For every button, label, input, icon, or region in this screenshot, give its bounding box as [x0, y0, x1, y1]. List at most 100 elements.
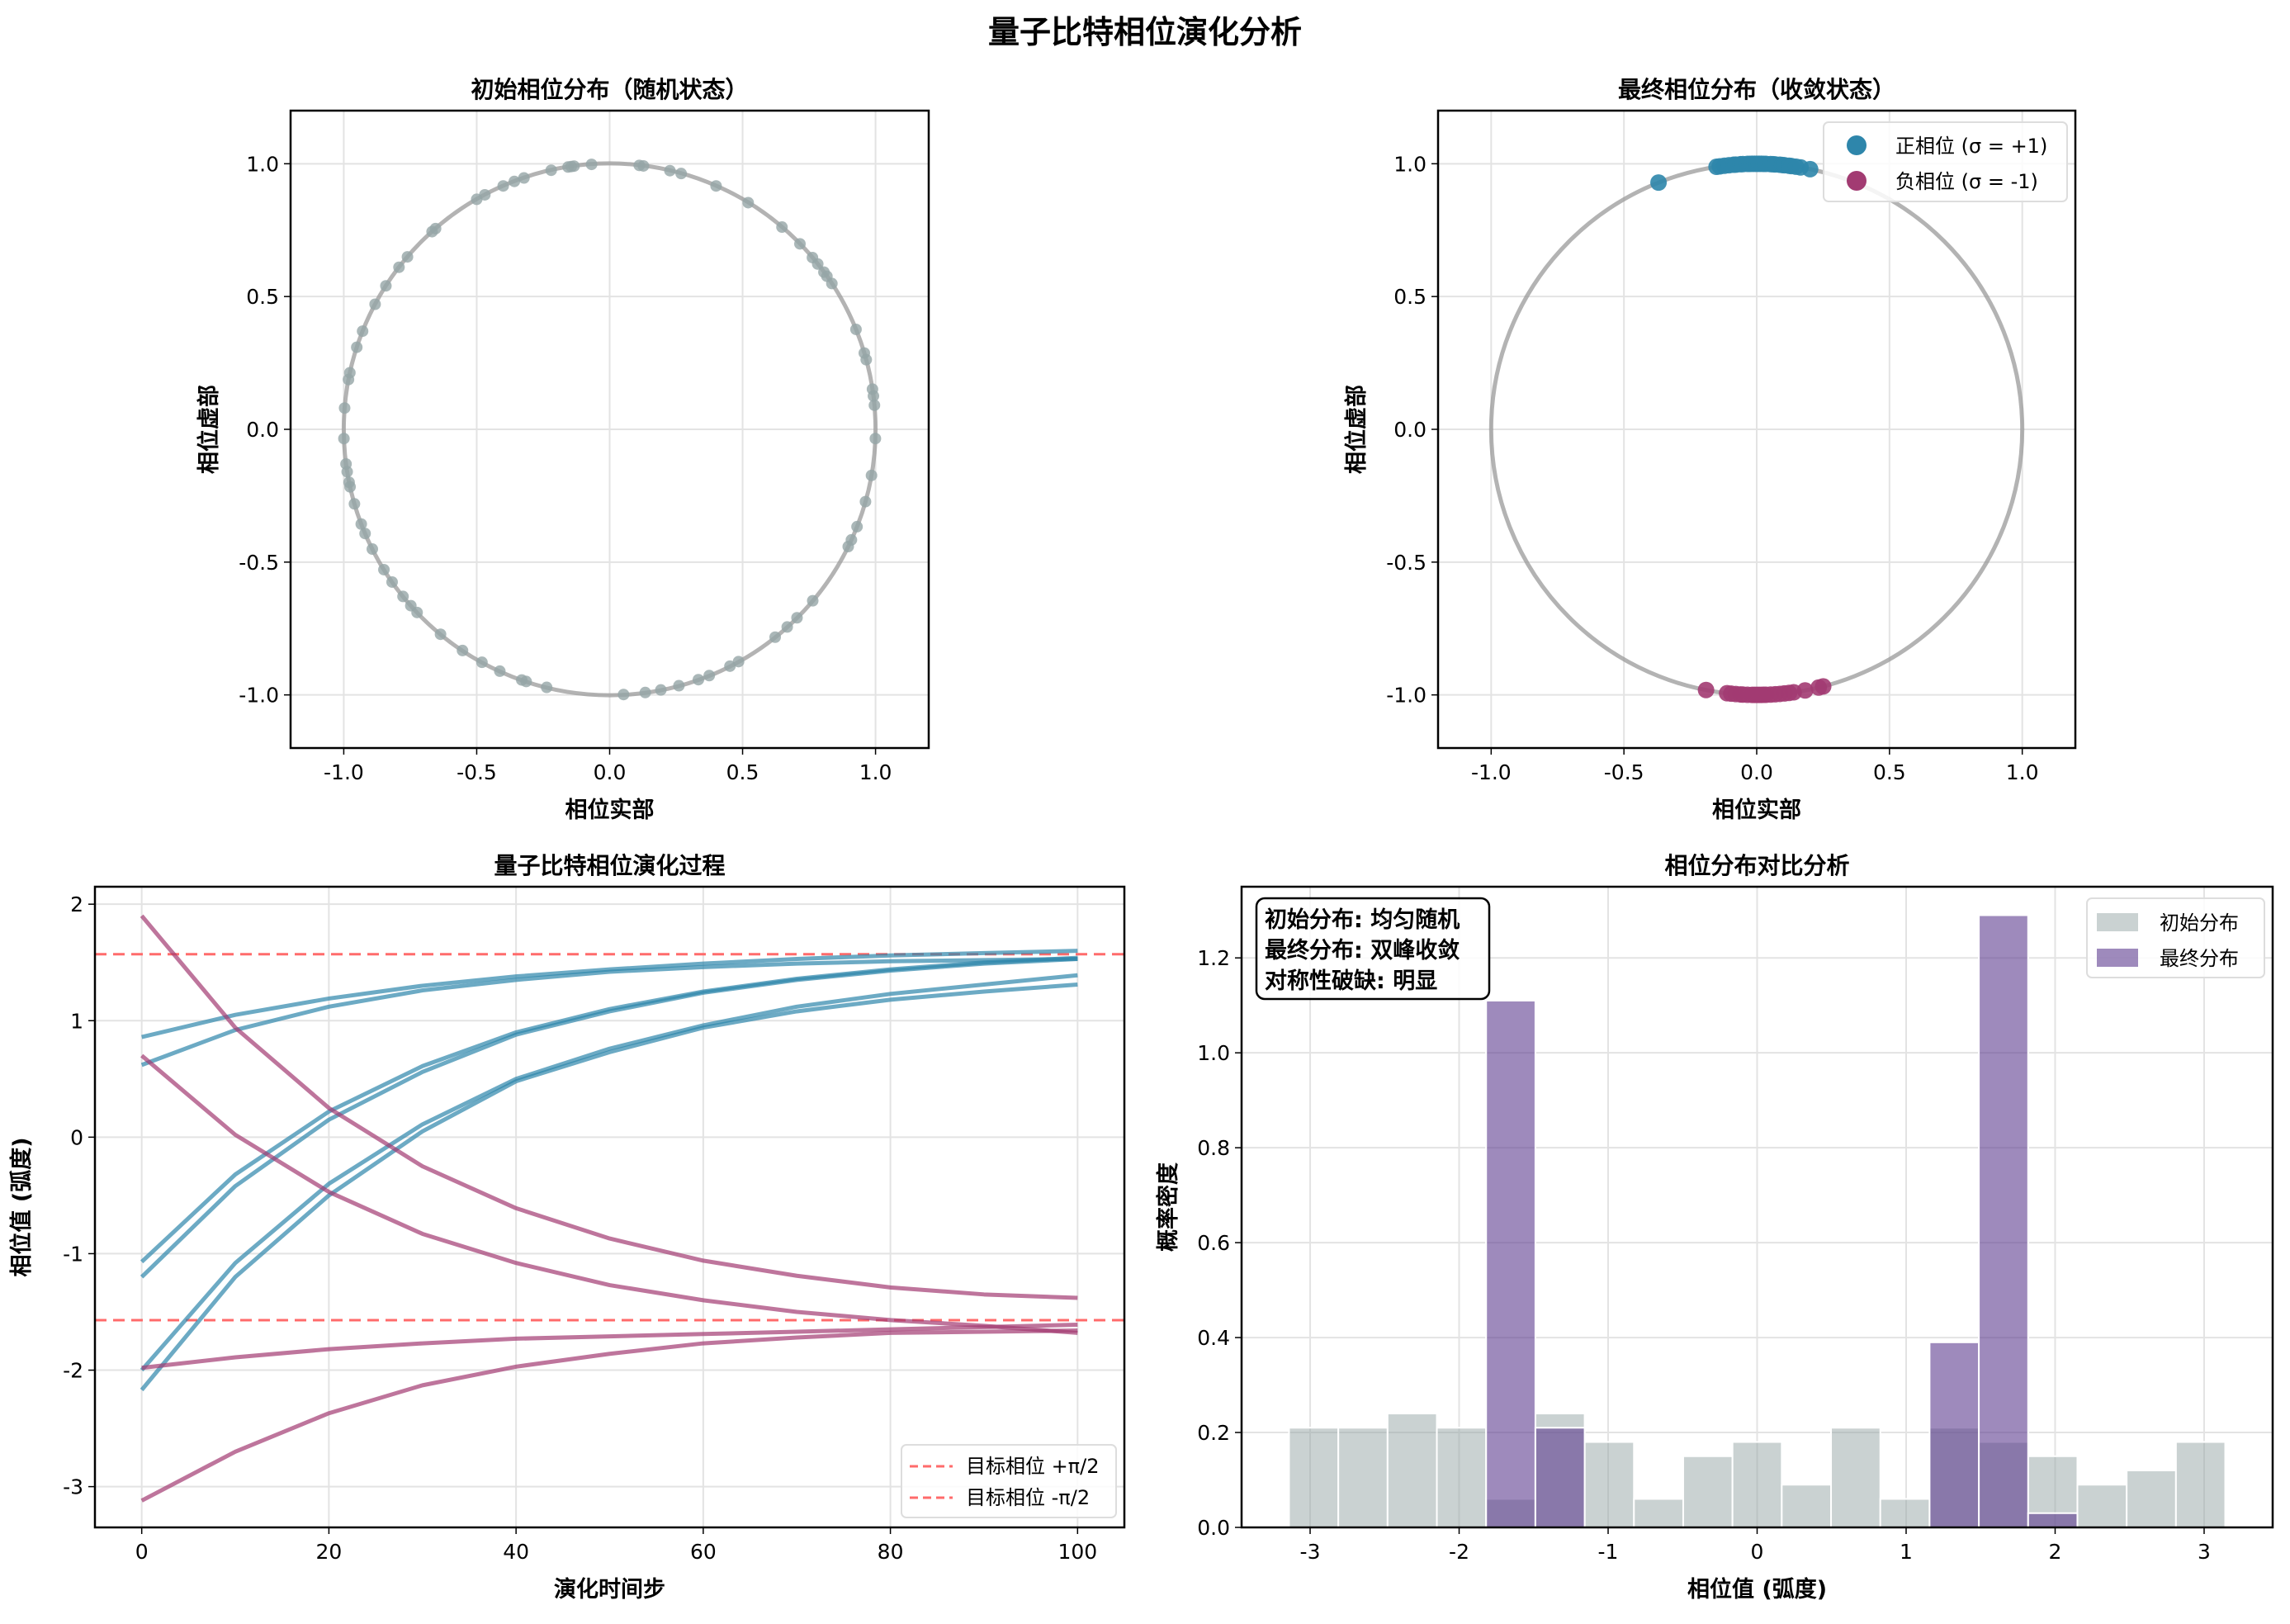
phase-point — [794, 238, 807, 250]
phase-point — [426, 225, 438, 238]
x-axis-label: 演化时间步 — [554, 1576, 665, 1603]
x-tick-label: 0.5 — [1873, 760, 1906, 784]
y-tick-label: 0 — [70, 1125, 83, 1149]
x-axis-label: 相位实部 — [1712, 797, 1801, 823]
phase-point — [367, 543, 379, 556]
phase-point — [664, 164, 676, 177]
negative-phase-point — [1697, 681, 1715, 698]
x-axis-label: 相位值 (弧度) — [1687, 1576, 1827, 1603]
phase-point — [807, 594, 819, 607]
y-tick-label: -1 — [63, 1242, 83, 1266]
phase-point — [866, 383, 878, 395]
legend-swatch — [2097, 913, 2138, 931]
initial-histogram-bar — [1583, 1441, 1635, 1528]
phase-trajectory-line — [140, 982, 1078, 1392]
phase-point — [673, 679, 685, 692]
y-tick-label: 0.2 — [1197, 1421, 1230, 1445]
x-axis-label: 相位实部 — [565, 797, 655, 823]
legend-marker — [1847, 171, 1867, 191]
subplot-title: 最终相位分布（收敛状态） — [1618, 76, 1895, 103]
phase-point — [401, 251, 414, 263]
phase-point — [732, 656, 745, 668]
subplot-1 — [1431, 109, 2077, 755]
y-tick-label: -3 — [63, 1475, 83, 1499]
y-tick-label: 0.0 — [1197, 1516, 1230, 1540]
phase-point — [675, 168, 688, 180]
axes-frame — [289, 109, 930, 750]
axes-frame — [1240, 885, 2274, 1529]
initial-histogram-bar — [1781, 1484, 1833, 1529]
phase-point — [343, 373, 355, 386]
x-tick-label: 2 — [2049, 1540, 2062, 1564]
phase-point — [355, 518, 367, 530]
legend-label: 负相位 (σ = -1) — [1895, 170, 2038, 193]
axes-frame — [93, 885, 1126, 1529]
subplot-2 — [88, 885, 1126, 1534]
legend-swatch — [2097, 949, 2138, 967]
x-tick-label: 60 — [690, 1540, 717, 1564]
x-tick-label: 0.0 — [594, 760, 627, 784]
phase-point — [724, 660, 736, 672]
y-tick-label: -1.0 — [239, 684, 279, 708]
negative-phase-point — [1796, 682, 1814, 699]
phase-point — [348, 498, 361, 510]
initial-histogram-bar — [1386, 1413, 1438, 1528]
phase-point — [338, 402, 351, 414]
x-tick-label: 0 — [1751, 1540, 1764, 1564]
x-tick-label: -3 — [1300, 1540, 1321, 1564]
phase-trajectory-line — [141, 1323, 1078, 1371]
legend-marker — [1847, 135, 1867, 155]
x-tick-label: 0.0 — [1740, 760, 1773, 784]
phase-point — [357, 325, 369, 338]
annotation-line: 初始分布: 均匀随机 — [1265, 907, 1460, 933]
x-tick-label: 100 — [1057, 1540, 1097, 1564]
x-tick-label: 1.0 — [859, 760, 892, 784]
y-tick-label: 0.8 — [1197, 1136, 1230, 1160]
phase-point — [411, 606, 423, 618]
phase-point — [710, 180, 722, 192]
phase-point — [457, 644, 469, 656]
phase-trajectory-line — [140, 956, 1078, 1279]
initial-histogram-bar — [1288, 1427, 1340, 1529]
phase-point — [494, 665, 506, 677]
legend-label: 正相位 (σ = +1) — [1895, 135, 2047, 158]
phase-point — [386, 575, 398, 588]
final-histogram-bar — [1928, 1341, 1980, 1529]
phase-trajectory-line — [140, 956, 1078, 1068]
phase-point — [509, 175, 521, 187]
x-tick-label: 40 — [503, 1540, 529, 1564]
x-tick-label: 1.0 — [2006, 760, 2039, 784]
phase-point — [742, 196, 755, 209]
phase-trajectory-line — [140, 914, 1078, 1300]
x-tick-label: -1.0 — [1471, 760, 1512, 784]
phase-point — [351, 341, 363, 353]
phase-point — [585, 159, 598, 171]
y-tick-label: -0.5 — [239, 551, 279, 575]
negative-phase-point — [1814, 678, 1832, 695]
phase-point — [637, 159, 650, 172]
legend-label: 最终分布 — [2160, 947, 2239, 970]
y-tick-label: 1.0 — [246, 152, 279, 176]
phase-trajectory-line — [140, 1328, 1078, 1503]
x-tick-label: 3 — [2198, 1540, 2211, 1564]
phase-point — [693, 674, 705, 686]
phase-point — [807, 251, 819, 263]
legend-label: 目标相位 +π/2 — [966, 1455, 1100, 1478]
phase-point — [859, 495, 872, 508]
phase-point — [520, 675, 532, 688]
x-tick-label: -1.0 — [324, 760, 364, 784]
unit-circle — [341, 161, 878, 698]
initial-histogram-bar — [1436, 1427, 1488, 1529]
phase-point — [639, 686, 651, 698]
phase-point — [851, 520, 863, 533]
phase-point — [868, 399, 881, 411]
phase-point — [393, 261, 405, 273]
y-axis-label: 相位值 (弧度) — [8, 1137, 35, 1276]
phase-trajectory-line — [140, 1053, 1078, 1335]
phase-point — [471, 193, 483, 206]
y-tick-label: 0.0 — [246, 418, 279, 442]
phase-point — [359, 528, 371, 540]
y-tick-label: 0.0 — [1393, 418, 1427, 442]
x-tick-label: -2 — [1449, 1540, 1469, 1564]
